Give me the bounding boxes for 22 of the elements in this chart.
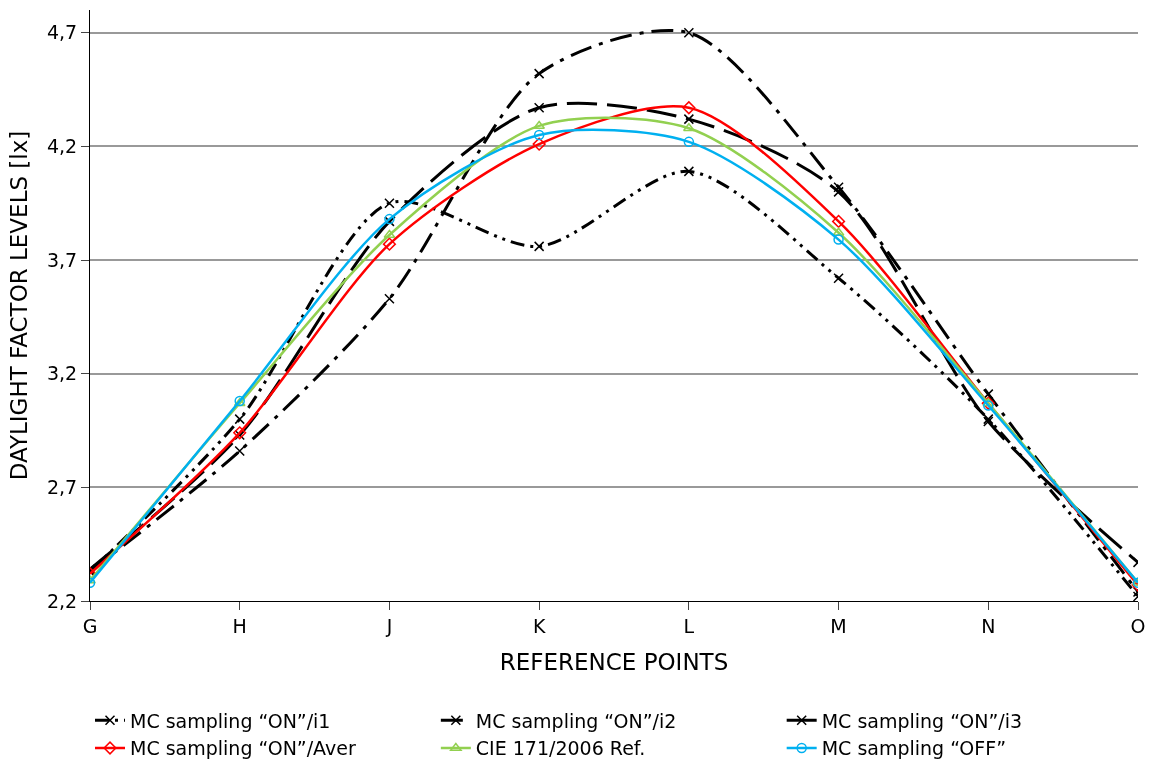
legend-label: CIE 171/2006 Ref. bbox=[475, 737, 646, 760]
y-tick-label: 3,7 bbox=[46, 248, 78, 271]
x-tick-label: K bbox=[532, 614, 546, 637]
x-tick-label: J bbox=[385, 614, 393, 637]
legend-label: MC sampling “ON”/i1 bbox=[130, 709, 331, 732]
x-tick-label: H bbox=[232, 614, 247, 637]
x-tick-label: N bbox=[981, 614, 996, 637]
y-tick-label: 4,2 bbox=[46, 135, 78, 158]
y-tick-label: 3,2 bbox=[46, 362, 78, 385]
x-tick-label: M bbox=[830, 614, 847, 637]
y-tick-label: 2,2 bbox=[46, 589, 78, 612]
x-tick-label: L bbox=[683, 614, 695, 637]
y-tick-label: 2,7 bbox=[46, 476, 78, 498]
legend-label: MC sampling “ON”/i3 bbox=[821, 709, 1023, 732]
x-tick-label: O bbox=[1130, 614, 1146, 637]
x-tick-label: G bbox=[82, 614, 98, 637]
legend-label: MC sampling “OFF” bbox=[821, 737, 1007, 760]
y-axis-title: DAYLIGHT FACTOR LEVELS [lx] bbox=[6, 130, 33, 481]
legend-label: MC sampling “ON”/i2 bbox=[475, 709, 677, 732]
legend-label: MC sampling “ON”/Aver bbox=[130, 737, 356, 760]
y-tick-label: 4,7 bbox=[46, 21, 78, 44]
x-axis-title: REFERENCE POINTS bbox=[499, 649, 729, 676]
